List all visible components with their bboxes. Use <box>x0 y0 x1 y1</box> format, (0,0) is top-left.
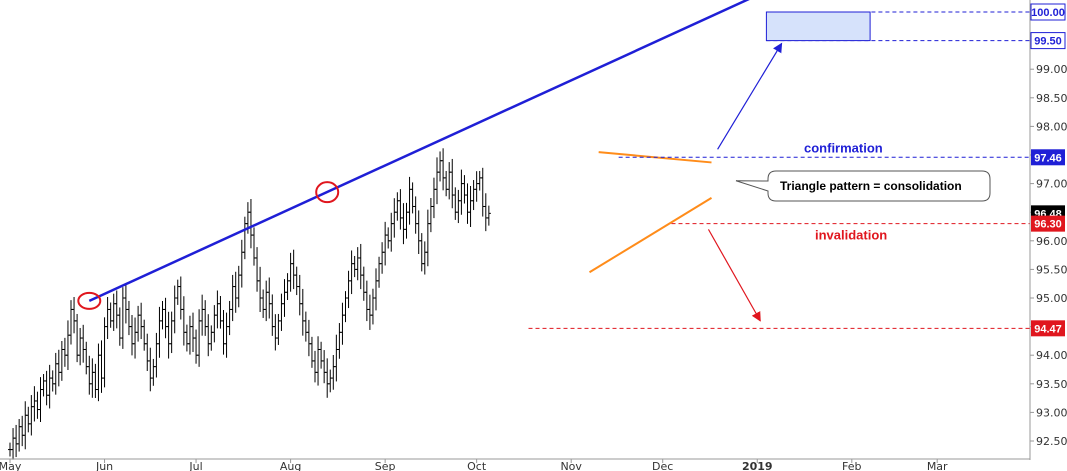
y-tick-label: 95.00 <box>1036 292 1067 305</box>
x-tick-label: Jul <box>188 460 202 471</box>
price-badge <box>1031 320 1065 337</box>
y-tick-label: 97.00 <box>1036 178 1067 191</box>
y-axis-ticks: 92.50 93.00 93.50 94.00 95.00 95.50 96.00 97.00… <box>1030 11 1067 448</box>
channel-line <box>88 0 750 302</box>
price-badge-label: 94.47 <box>1034 323 1062 335</box>
target-box <box>765 11 871 42</box>
price-badge-label: 97.46 <box>1034 152 1062 164</box>
x-tick-label: May <box>0 460 22 471</box>
ohlc-bars <box>8 148 491 460</box>
invalidation-label: invalidation <box>815 228 887 243</box>
y-tick-label: 98.50 <box>1036 92 1067 105</box>
x-axis-ticks: May Jun Jul Aug Sep Oct Nov Dec 2019 Feb Mar <box>0 459 948 471</box>
x-tick-label: Nov <box>560 460 582 471</box>
price-badge <box>1031 215 1065 232</box>
x-tick-label: Feb <box>842 460 861 471</box>
target-arrow <box>717 42 783 150</box>
price-badge <box>1030 32 1066 50</box>
y-tick-label: 98.00 <box>1036 120 1067 133</box>
price-badge-label: 96.30 <box>1034 219 1062 231</box>
x-tick-label: Dec <box>652 460 673 471</box>
high-circle-2 <box>315 181 340 204</box>
confirmation-label: confirmation <box>804 140 883 155</box>
x-tick-label: 2019 <box>742 460 773 471</box>
price-badge <box>1030 3 1066 21</box>
price-badge-label: 100.00 <box>1031 7 1065 19</box>
x-tick-label: Jun <box>95 460 113 471</box>
y-tick-label: 93.50 <box>1036 378 1067 391</box>
price-badge-label: 99.50 <box>1034 36 1062 48</box>
y-tick-label: 95.50 <box>1036 263 1067 276</box>
y-tick-label: 99.00 <box>1036 63 1067 76</box>
x-tick-label: Oct <box>467 460 487 471</box>
y-tick-label: 96.00 <box>1036 235 1067 248</box>
x-tick-label: Aug <box>280 460 301 471</box>
x-tick-label: Sep <box>375 460 396 471</box>
triangle-lower-line <box>588 197 713 274</box>
callout-text: Triangle pattern = consolidation <box>780 179 962 193</box>
callout-bubble <box>735 170 991 202</box>
downside-arrow <box>707 229 761 322</box>
y-tick-label: 92.50 <box>1036 435 1067 448</box>
high-circle-1 <box>77 291 102 310</box>
price-badge <box>1031 149 1065 166</box>
x-tick-label: Mar <box>927 460 948 471</box>
y-tick-label: 94.00 <box>1036 349 1067 362</box>
y-tick-label: 93.00 <box>1036 406 1067 419</box>
